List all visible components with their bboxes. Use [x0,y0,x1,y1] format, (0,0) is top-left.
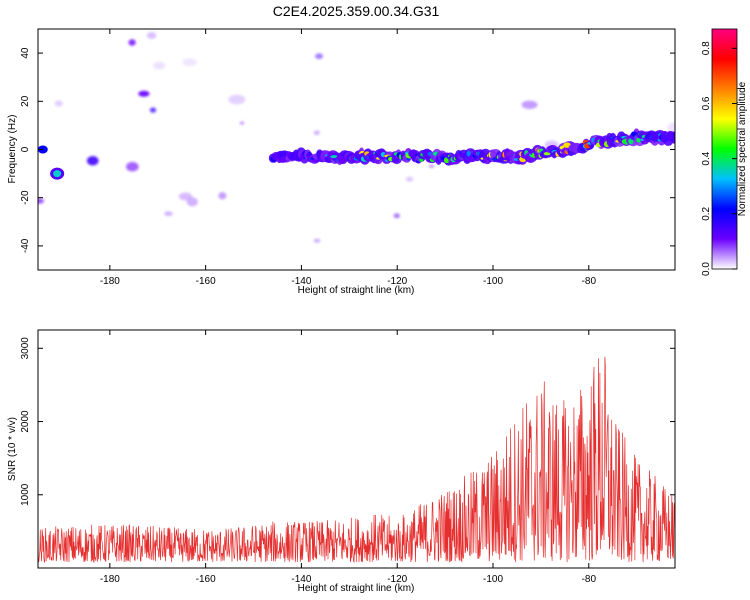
colorbar-tick-label: 0.6 [701,96,712,110]
spectrogram-noise-blob [153,61,166,70]
spectrogram-noise-blob [218,192,227,200]
snr-x-tick-label: -120 [387,574,407,585]
spectrogram-noise-blob [313,130,320,136]
snr-x-tick-label: -100 [483,574,503,585]
snr-panel: -180 -160 -140 -120 -100 -80 1000 2000 3000 Hei… [7,329,676,594]
spectrogram-noise-blob [239,121,245,125]
spectrogram-x-tick-label: -100 [483,276,503,287]
snr-y-tick-label: 2000 [20,410,31,433]
spectrogram-x-tick-label: -80 [582,276,597,287]
spectrogram-noise-blob [164,211,173,216]
spectrogram-y-tick-label: -40 [20,238,31,253]
spectrogram-noise-blob [667,122,675,133]
spectrogram-signal-core [53,170,62,178]
spectrogram-noise-blob [54,100,64,107]
colorbar-tick-label: 0.8 [701,41,712,55]
snr-x-tick-label: -180 [100,574,120,585]
colorbar: 0.0 0.2 0.4 0.6 0.8 Normalized spectral ampl… [701,28,748,276]
spectrogram-noise-blob [228,94,246,105]
colorbar-tick-label: 0.4 [701,151,712,165]
snr-x-label: Height of straight line (km) [298,583,415,594]
snr-x-ticks: -180 -160 -140 -120 -100 -80 [100,330,597,585]
spectrogram-noise-blob [128,39,136,46]
spectrogram-noise-blob [393,213,400,219]
snr-x-tick-label: -140 [291,574,311,585]
spectrogram-noise-blob [405,176,414,182]
snr-y-label: SNR (10 * v/v) [7,417,18,481]
spectrogram-y-ticks: -40 -20 0 20 40 [20,47,675,253]
spectrogram-noise-blob [38,198,44,204]
spectrogram-signal-layer [38,128,675,180]
snr-series-line [38,356,675,564]
snr-x-tick-label: -80 [582,574,597,585]
spectrogram-y-tick-label: -20 [20,190,31,205]
snr-y-ticks: 1000 2000 3000 [20,337,675,506]
colorbar-tick-label: 0.0 [701,262,712,276]
spectrogram-x-tick-label: -180 [100,276,120,287]
spectrogram-noise-blob [126,161,139,172]
spectrogram-noise-layer [38,32,675,243]
colorbar-ticks: 0.0 0.2 0.4 0.6 0.8 [701,41,737,276]
spectrogram-x-ticks: -180 -160 -140 -120 -100 -80 [100,29,597,287]
spectrogram-panel: -180 -160 -140 -120 -100 -80 -40 -20 0 20 40 Heig… [7,28,676,296]
spectrogram-x-tick-label: -140 [291,276,311,287]
spectrogram-noise-blob [182,58,197,66]
spectrogram-noise-blob [313,238,321,243]
spectrogram-noise-blob [428,164,435,168]
spectrogram-signal-halo [671,136,675,144]
snr-y-tick-label: 3000 [20,337,31,360]
spectrogram-y-tick-label: 0 [20,146,31,152]
spectrogram-noise-blob [86,156,99,166]
spectrogram-signal-core [466,150,471,157]
spectrogram-y-tick-label: 40 [20,47,31,59]
spectrogram-noise-blob [186,197,198,207]
spectrogram-noise-blob [521,100,538,109]
figure-title: C2E4.2025.359.00.34.G31 [273,3,440,19]
snr-x-tick-label: -160 [196,574,216,585]
spectrogram-y-tick-label: 20 [20,95,31,107]
spectrogram-x-tick-label: -160 [196,276,216,287]
spectrogram-noise-blob [146,32,157,39]
spectrogram-noise-blob [315,53,324,60]
spectrogram-x-label: Height of straight line (km) [298,285,415,296]
colorbar-label: Normalized spectral amplitude [737,81,748,216]
snr-y-tick-label: 1000 [20,483,31,506]
spectrogram-x-tick-label: -120 [387,276,407,287]
snr-frame [37,329,676,569]
spectrogram-y-label: Frequency (Hz) [7,115,18,184]
colorbar-tick-label: 0.2 [701,206,712,220]
spectrogram-noise-blob [149,107,157,113]
spectrogram-noise-blob [138,90,150,97]
colorbar-ramp [711,28,738,270]
